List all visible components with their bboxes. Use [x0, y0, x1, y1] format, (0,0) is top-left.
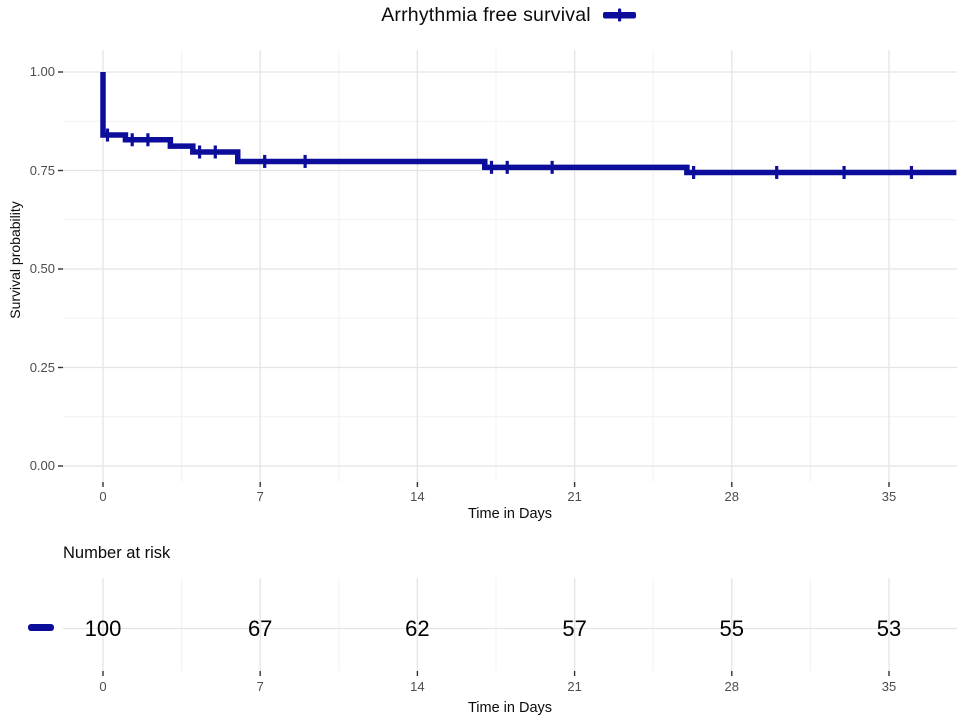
y-tick-label: 1.00	[29, 64, 55, 79]
risk-count: 62	[405, 616, 430, 641]
risk-x-tick-label: 7	[256, 679, 264, 694]
censor-mark	[213, 145, 217, 159]
survival-curve	[100, 72, 957, 176]
y-tick-label: 0.00	[29, 458, 55, 473]
legend-key-icon	[602, 8, 636, 22]
risk-count: 55	[719, 616, 745, 641]
risk-count: 67	[247, 616, 273, 641]
censor-mark	[197, 145, 202, 159]
risk-count: 57	[562, 616, 587, 641]
y-tick-label: 0.25	[29, 359, 55, 375]
y-tick-label: 0.75	[29, 162, 55, 178]
risk-count: 53	[876, 616, 902, 641]
x-tick-label: 7	[256, 489, 264, 504]
chart-title: Arrhythmia free survival	[381, 3, 591, 26]
x-tick-label: 14	[410, 489, 425, 504]
x-tick-label: 35	[881, 489, 897, 504]
risk-x-tick-label: 21	[567, 679, 582, 694]
risk-count: 100	[84, 616, 122, 641]
risk-x-tick-label: 14	[410, 679, 425, 694]
risk-table-title: Number at risk	[63, 544, 171, 562]
risk-x-tick-label: 28	[724, 679, 740, 694]
censor-mark	[550, 160, 554, 174]
x-tick-label: 28	[724, 489, 740, 504]
censor-mark	[146, 133, 150, 147]
censor-mark	[489, 160, 494, 174]
y-axis-title: Survival probability	[7, 201, 23, 319]
y-tick-label: 0.50	[29, 261, 55, 276]
censor-mark	[303, 154, 307, 168]
censor-mark	[263, 154, 267, 168]
censor-mark	[105, 128, 110, 142]
x-tick-label: 0	[99, 489, 107, 504]
censor-mark	[909, 165, 914, 179]
censor-mark	[842, 165, 846, 179]
risk-x-tick-label: 35	[881, 679, 897, 694]
risk-x-tick-label: 0	[99, 679, 107, 694]
risk-x-axis-title: Time in Days	[467, 700, 553, 716]
censor-mark	[692, 165, 696, 179]
x-axis-title: Time in Days	[467, 506, 553, 522]
censor-mark	[505, 160, 509, 174]
censor-mark	[775, 165, 779, 179]
risk-strata-key-icon	[28, 624, 54, 631]
censor-mark	[130, 133, 134, 147]
x-tick-label: 21	[567, 489, 582, 504]
chart-title-row: Arrhythmia free survival	[63, 2, 957, 28]
